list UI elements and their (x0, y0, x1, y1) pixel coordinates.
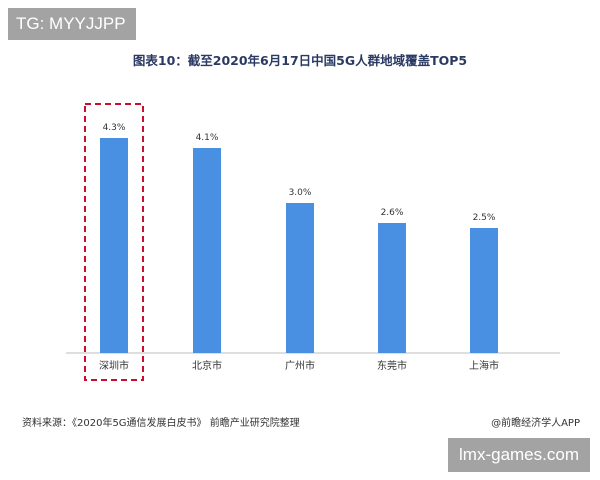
chart-title: 图表10：截至2020年6月17日中国5G人群地域覆盖TOP5 (132, 53, 468, 68)
bar-1 (100, 138, 128, 353)
bar-4 (378, 223, 406, 353)
credit-note: @前瞻经济学人APP (491, 418, 580, 429)
category-label-1: 深圳市 (99, 359, 129, 372)
category-label-5: 上海市 (469, 359, 499, 372)
watermark-top-left: TG: MYYJJPP (8, 8, 136, 40)
category-label-3: 广州市 (285, 359, 315, 372)
data-label-2: 4.1% (196, 133, 219, 143)
data-label-1: 4.3% (103, 123, 126, 133)
data-label-4: 2.6% (381, 208, 404, 218)
category-label-4: 东莞市 (377, 359, 407, 372)
bar-5 (470, 228, 498, 353)
category-label-2: 北京市 (192, 359, 222, 372)
data-label-5: 2.5% (473, 213, 496, 223)
data-label-3: 3.0% (289, 188, 312, 198)
watermark-bottom-right: lmx-games.com (448, 438, 590, 472)
highlight-box (84, 103, 144, 381)
bar-2 (193, 148, 221, 353)
source-note: 资料来源：《2020年5G通信发展白皮书》 前瞻产业研究院整理 (22, 418, 300, 429)
bar-3 (286, 203, 314, 353)
